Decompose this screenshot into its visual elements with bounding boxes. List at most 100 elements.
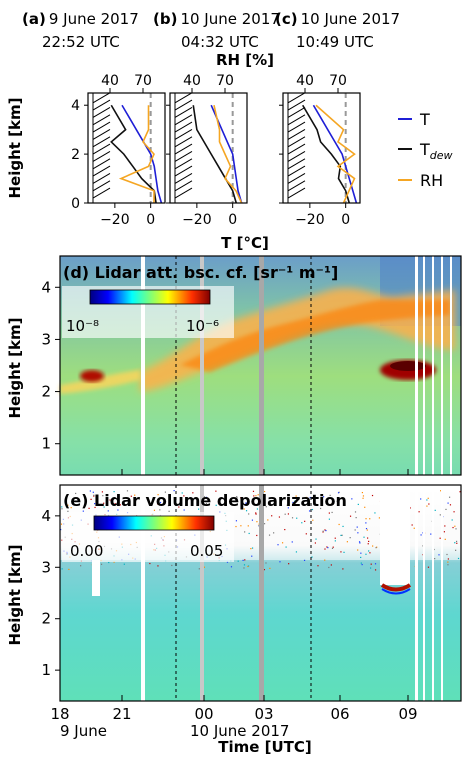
panel-e-cloud-shadow — [380, 485, 410, 585]
bottom-tick-label: −20 — [295, 212, 325, 228]
noise-speckle — [365, 522, 367, 524]
panel-a-header: (a) 9 June 2017 — [22, 10, 139, 28]
noise-speckle — [376, 546, 378, 548]
noise-speckle — [311, 556, 313, 558]
series-rh-line — [118, 105, 155, 203]
noise-speckle — [317, 565, 319, 567]
wind-barb — [287, 92, 306, 104]
data-gap-8 — [450, 256, 452, 475]
noise-speckle — [342, 525, 344, 528]
noise-speckle — [253, 495, 255, 497]
noise-speckle — [245, 510, 248, 512]
noise-speckle — [273, 532, 275, 534]
noise-speckle — [446, 553, 448, 556]
colorbar-d-min: 10⁻⁸ — [66, 317, 99, 335]
wind-barb — [287, 129, 306, 140]
noise-speckle — [369, 552, 371, 554]
noise-speckle — [428, 503, 430, 505]
noise-speckle — [338, 523, 340, 526]
noise-speckle — [325, 529, 327, 532]
noise-speckle — [369, 567, 372, 569]
profile-frame — [87, 92, 166, 204]
y-tick-label: 2 — [41, 383, 51, 401]
noise-speckle — [369, 518, 371, 520]
wind-barb — [287, 114, 306, 126]
noise-speckle — [305, 496, 308, 499]
wind-barb — [287, 173, 306, 184]
noise-speckle — [263, 523, 266, 525]
series-t_dew-line — [192, 105, 238, 204]
noise-speckle — [271, 515, 273, 517]
profile-panels: −20 0 40 70 0 2 4 −20 0 40 70 −20 0 40 70 — [71, 73, 361, 228]
noise-speckle — [255, 512, 257, 514]
noise-speckle — [365, 518, 367, 520]
noise-speckle — [362, 497, 364, 499]
noise-speckle — [343, 551, 345, 553]
noise-speckle — [164, 491, 166, 493]
y-tick-label: 3 — [41, 330, 51, 348]
noise-speckle — [281, 542, 284, 544]
noise-speckle — [286, 504, 288, 506]
bottom-tick-label: 0 — [146, 212, 155, 228]
colorbar-e-min: 0.00 — [70, 542, 103, 560]
wind-barb — [174, 165, 193, 177]
noise-speckle — [357, 549, 359, 551]
noise-speckle — [215, 490, 217, 492]
series-t_dew-line — [110, 104, 157, 204]
noise-speckle — [434, 509, 436, 511]
noise-speckle — [235, 525, 237, 528]
noise-speckle — [457, 557, 460, 560]
series-t-line — [210, 104, 243, 204]
noise-speckle — [114, 503, 116, 505]
panel-a-tag: (a) — [22, 10, 46, 28]
noise-speckle — [309, 496, 311, 499]
noise-speckle — [351, 498, 353, 500]
noise-speckle — [295, 495, 297, 497]
noise-speckle — [244, 531, 246, 533]
noise-speckle — [195, 498, 198, 500]
noise-speckle — [236, 496, 238, 498]
noise-speckle — [70, 507, 72, 509]
noise-speckle — [305, 533, 307, 535]
noise-speckle — [319, 507, 322, 510]
noise-speckle — [362, 495, 365, 497]
noise-speckle — [267, 519, 269, 521]
panel-c-tag: (c) — [275, 10, 298, 28]
noise-speckle — [284, 528, 286, 531]
data-gap-4 — [415, 256, 418, 475]
noise-speckle — [314, 542, 316, 544]
wind-barb — [174, 151, 193, 162]
noise-speckle — [438, 554, 440, 556]
noise-speckle — [292, 501, 294, 504]
noise-speckle — [413, 527, 415, 529]
noise-speckle — [349, 537, 351, 539]
noise-speckle — [183, 495, 185, 497]
panel-c-header: (c) 10 June 2017 — [275, 10, 400, 28]
series-t-line — [121, 104, 163, 204]
noise-speckle — [411, 524, 413, 526]
noise-speckle — [269, 567, 271, 569]
noise-speckle — [247, 525, 249, 527]
top-tick-label: 40 — [296, 73, 314, 89]
panel-a-time: 22:52 UTC — [42, 33, 120, 51]
top-tick-label: 40 — [101, 73, 119, 89]
noise-speckle — [247, 500, 249, 502]
date-label-9june: 9 June — [60, 722, 107, 740]
cloud-patch-left — [80, 370, 104, 382]
noise-speckle — [60, 528, 62, 531]
noise-speckle — [354, 529, 356, 531]
wind-barb — [92, 121, 111, 133]
noise-speckle — [361, 563, 363, 566]
noise-speckle — [60, 523, 63, 525]
t-axis-label: T [°C] — [221, 234, 269, 252]
x-tick-label: 03 — [254, 705, 273, 723]
data-gap-1 — [141, 256, 145, 475]
noise-speckle — [90, 498, 92, 500]
noise-speckle — [285, 546, 287, 548]
noise-speckle — [315, 538, 317, 540]
noise-speckle — [256, 521, 258, 523]
noise-speckle — [444, 538, 446, 540]
noise-speckle — [365, 527, 368, 530]
wind-barb — [174, 92, 193, 104]
profile-y-label: Height [km] — [6, 98, 24, 199]
